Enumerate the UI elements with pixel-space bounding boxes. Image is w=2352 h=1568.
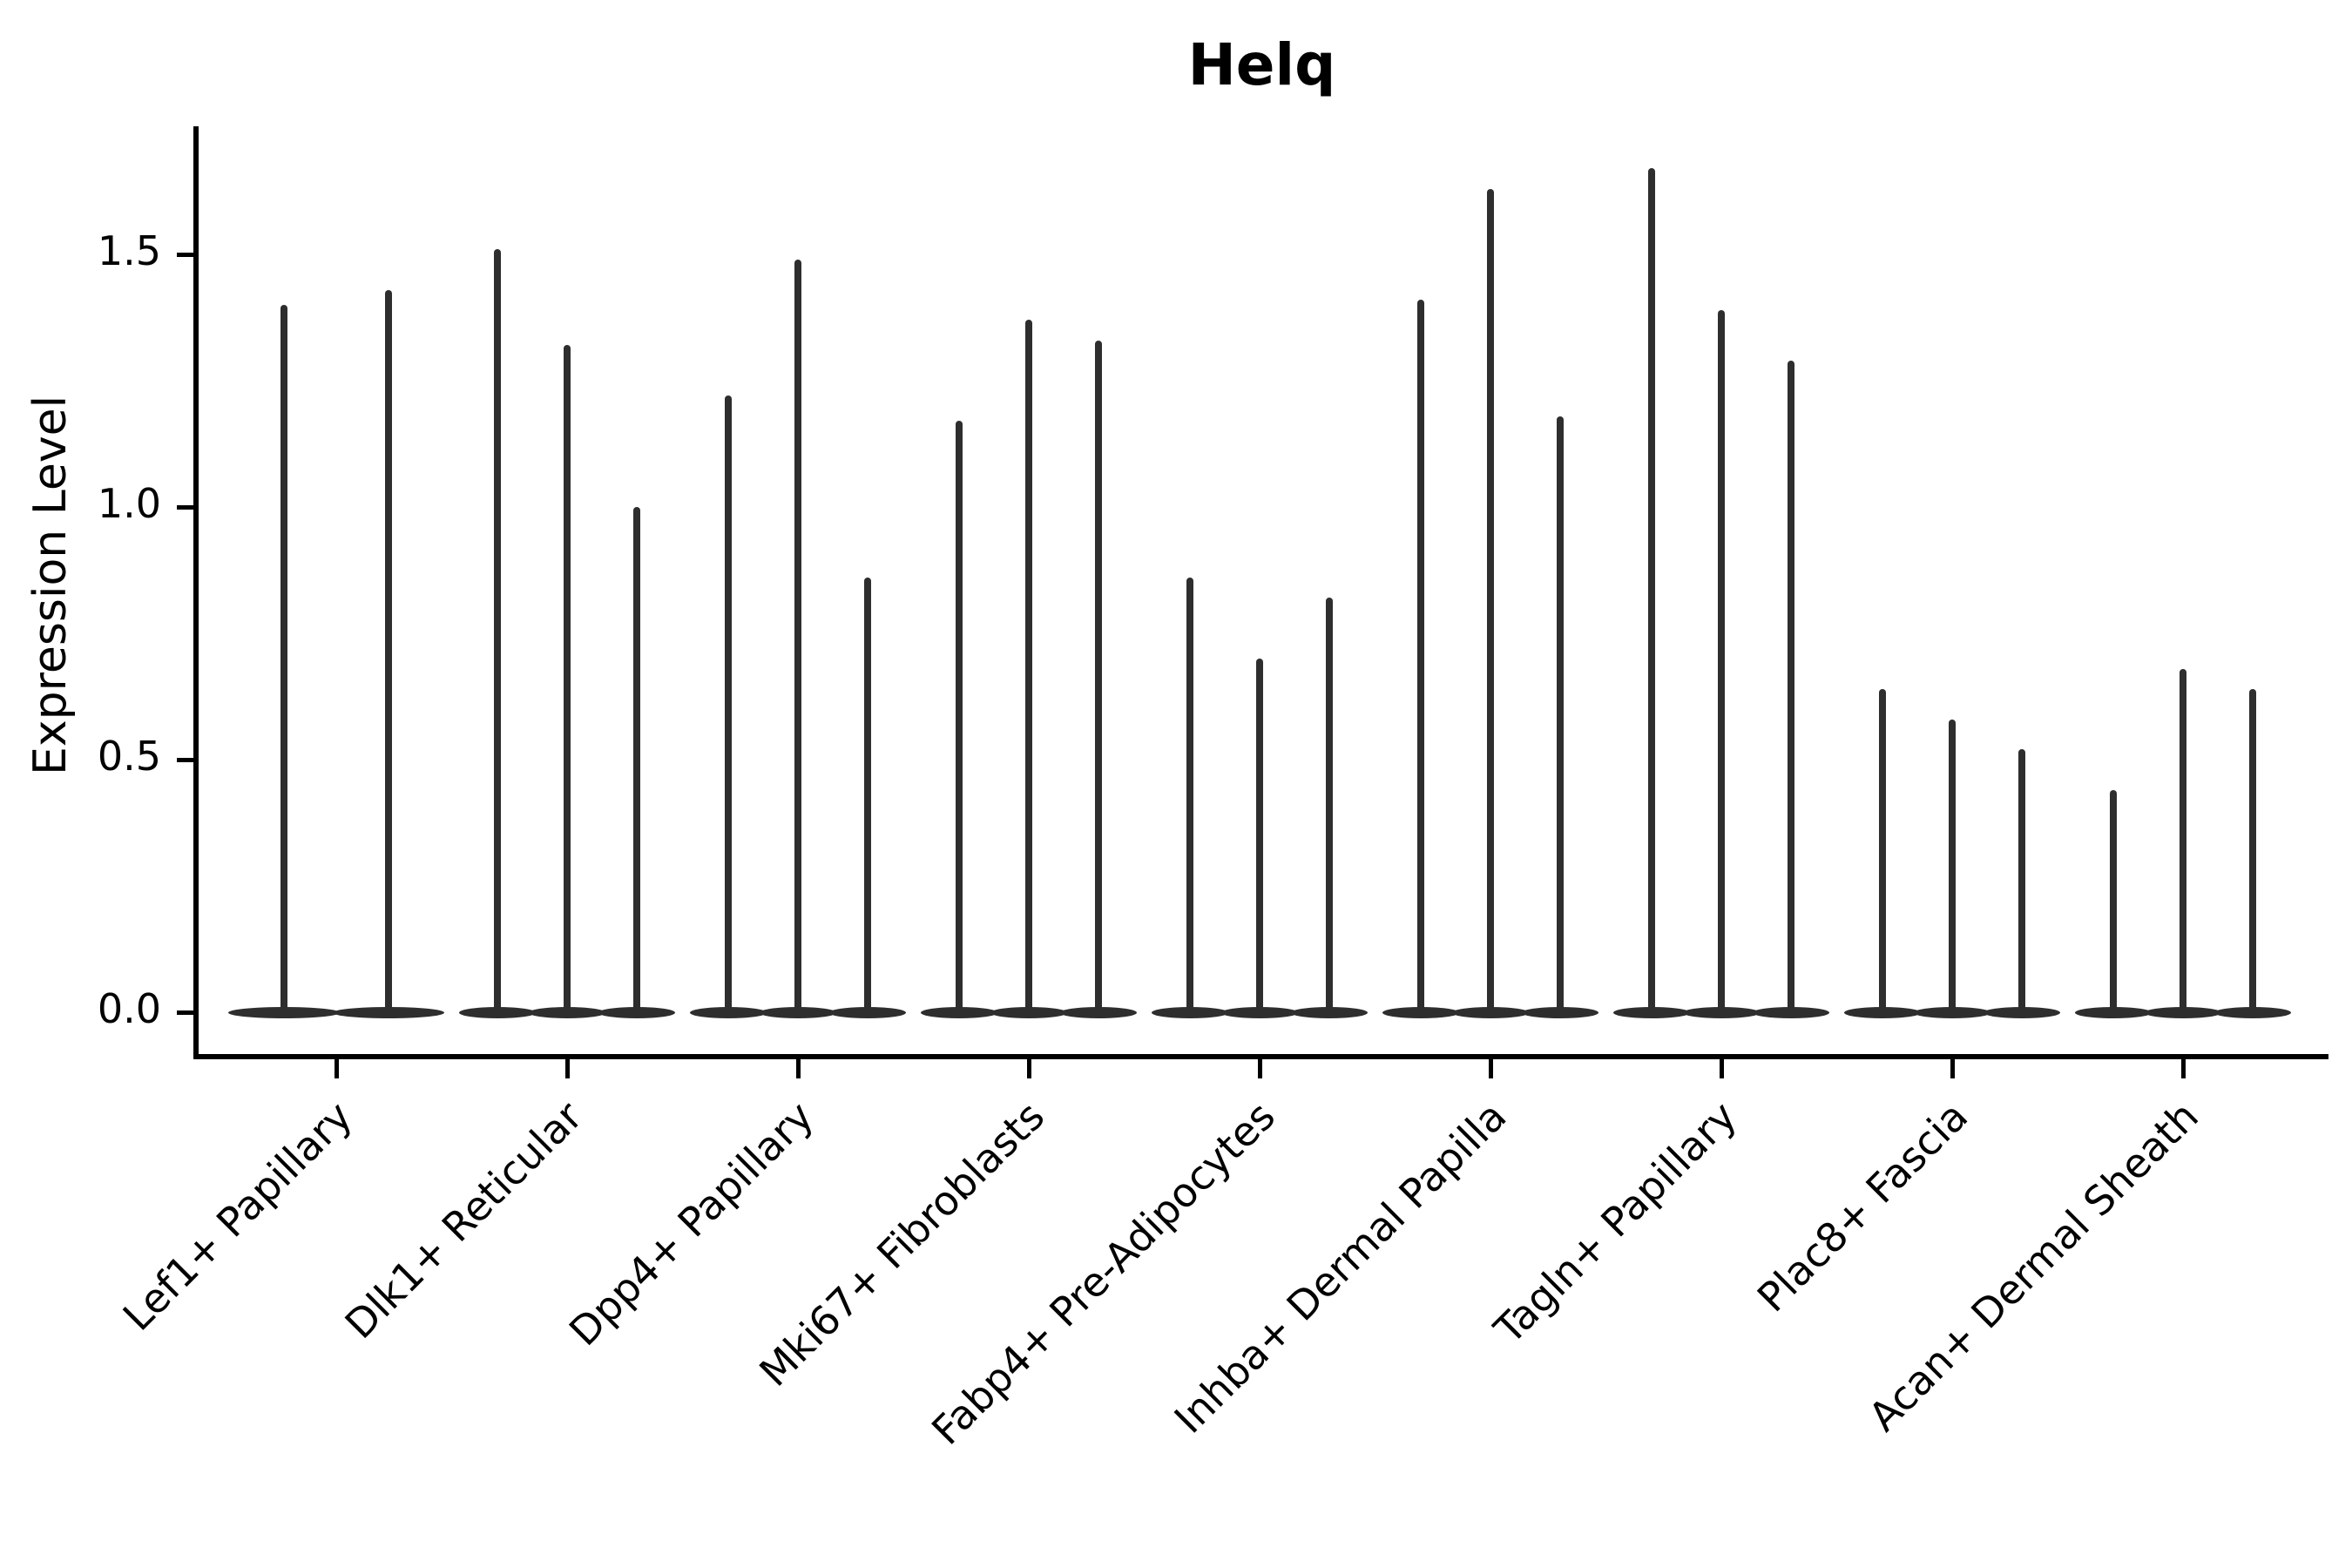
- x-axis-category-label: Dpp4+ Papillary: [559, 1092, 823, 1355]
- violin-base: [1753, 1006, 1829, 1018]
- y-axis-tick: [177, 757, 194, 762]
- x-axis-category-label: Lef1+ Papillary: [113, 1092, 362, 1340]
- x-axis-tick: [795, 1059, 801, 1078]
- chart-title: Helq: [1187, 31, 1336, 98]
- x-axis-tick: [1488, 1059, 1493, 1078]
- violin-spike: [2249, 688, 2256, 1012]
- violin-base: [990, 1006, 1067, 1018]
- violin-spike: [1025, 320, 1032, 1012]
- violin-spike: [2180, 668, 2186, 1012]
- violin-base: [1221, 1006, 1298, 1018]
- x-axis-tick: [564, 1059, 570, 1078]
- violin-base: [1683, 1006, 1760, 1018]
- violin-base: [459, 1006, 536, 1018]
- y-axis-tick-label: 0.0: [97, 985, 161, 1032]
- violin-spike: [1718, 309, 1725, 1012]
- violin-base: [690, 1006, 767, 1018]
- violin-base: [1914, 1006, 1990, 1018]
- violin-spike: [1788, 360, 1794, 1012]
- violin-base: [2214, 1006, 2291, 1018]
- violin-spike: [1557, 416, 1564, 1012]
- violin-base: [921, 1006, 997, 1018]
- violin-spike: [864, 578, 871, 1012]
- x-axis-tick: [1257, 1059, 1262, 1078]
- violin-base: [1060, 1006, 1137, 1018]
- violin-base: [1452, 1006, 1529, 1018]
- violin-spike: [280, 305, 287, 1012]
- violin-spike: [1487, 188, 1494, 1012]
- x-axis-tick: [1719, 1059, 1724, 1078]
- x-axis-category-label: Dlk1+ Reticular: [335, 1092, 592, 1348]
- violin-spike: [1095, 340, 1102, 1012]
- violin-spike: [1417, 300, 1424, 1012]
- violin-base: [2145, 1006, 2221, 1018]
- violin-spike: [1326, 598, 1333, 1012]
- violin-base: [1984, 1006, 2060, 1018]
- violin-base: [1382, 1006, 1459, 1018]
- violin-spike: [1648, 168, 1655, 1012]
- y-axis-tick-label: 0.5: [97, 733, 161, 780]
- violin-spike: [725, 395, 732, 1012]
- x-axis-category-label: Plac8+ Fascia: [1747, 1092, 1977, 1321]
- violin-spike: [1879, 688, 1886, 1012]
- violin-base: [1844, 1006, 1921, 1018]
- violin-base: [1522, 1006, 1598, 1018]
- y-axis-tick: [177, 252, 194, 257]
- violin-spike: [1186, 578, 1193, 1012]
- x-axis-tick: [1950, 1059, 1955, 1078]
- violin-spike: [956, 421, 963, 1012]
- y-axis-tick-label: 1.5: [97, 227, 161, 274]
- x-axis-spine: [193, 1054, 2328, 1059]
- violin-spike: [385, 289, 392, 1012]
- y-axis-tick: [177, 504, 194, 510]
- violin-spike: [2018, 749, 2025, 1012]
- violin-base: [829, 1006, 906, 1018]
- violin-base: [760, 1006, 836, 1018]
- x-axis-tick: [334, 1059, 339, 1078]
- violin-spike: [494, 249, 501, 1012]
- y-axis-tick-label: 1.0: [97, 480, 161, 527]
- violin-base: [529, 1006, 605, 1018]
- violin-base: [228, 1006, 340, 1018]
- violin-base: [333, 1006, 444, 1018]
- violin-spike: [564, 345, 571, 1012]
- y-axis-spine: [193, 126, 199, 1059]
- violin-spike: [2110, 789, 2117, 1012]
- x-axis-category-label: Tagln+ Papillary: [1485, 1092, 1747, 1353]
- violin-spike: [1256, 659, 1263, 1012]
- violin-base: [1613, 1006, 1690, 1018]
- violin-spike: [633, 507, 640, 1012]
- y-axis-label: Expression Level: [24, 395, 77, 776]
- violin-base: [2075, 1006, 2152, 1018]
- violin-spike: [1949, 719, 1956, 1012]
- x-axis-tick: [1026, 1059, 1031, 1078]
- violin-base: [1291, 1006, 1368, 1018]
- x-axis-tick: [2180, 1059, 2186, 1078]
- violin-base: [1152, 1006, 1228, 1018]
- y-axis-tick: [177, 1010, 194, 1015]
- violin-base: [598, 1006, 675, 1018]
- violin-spike: [794, 259, 801, 1012]
